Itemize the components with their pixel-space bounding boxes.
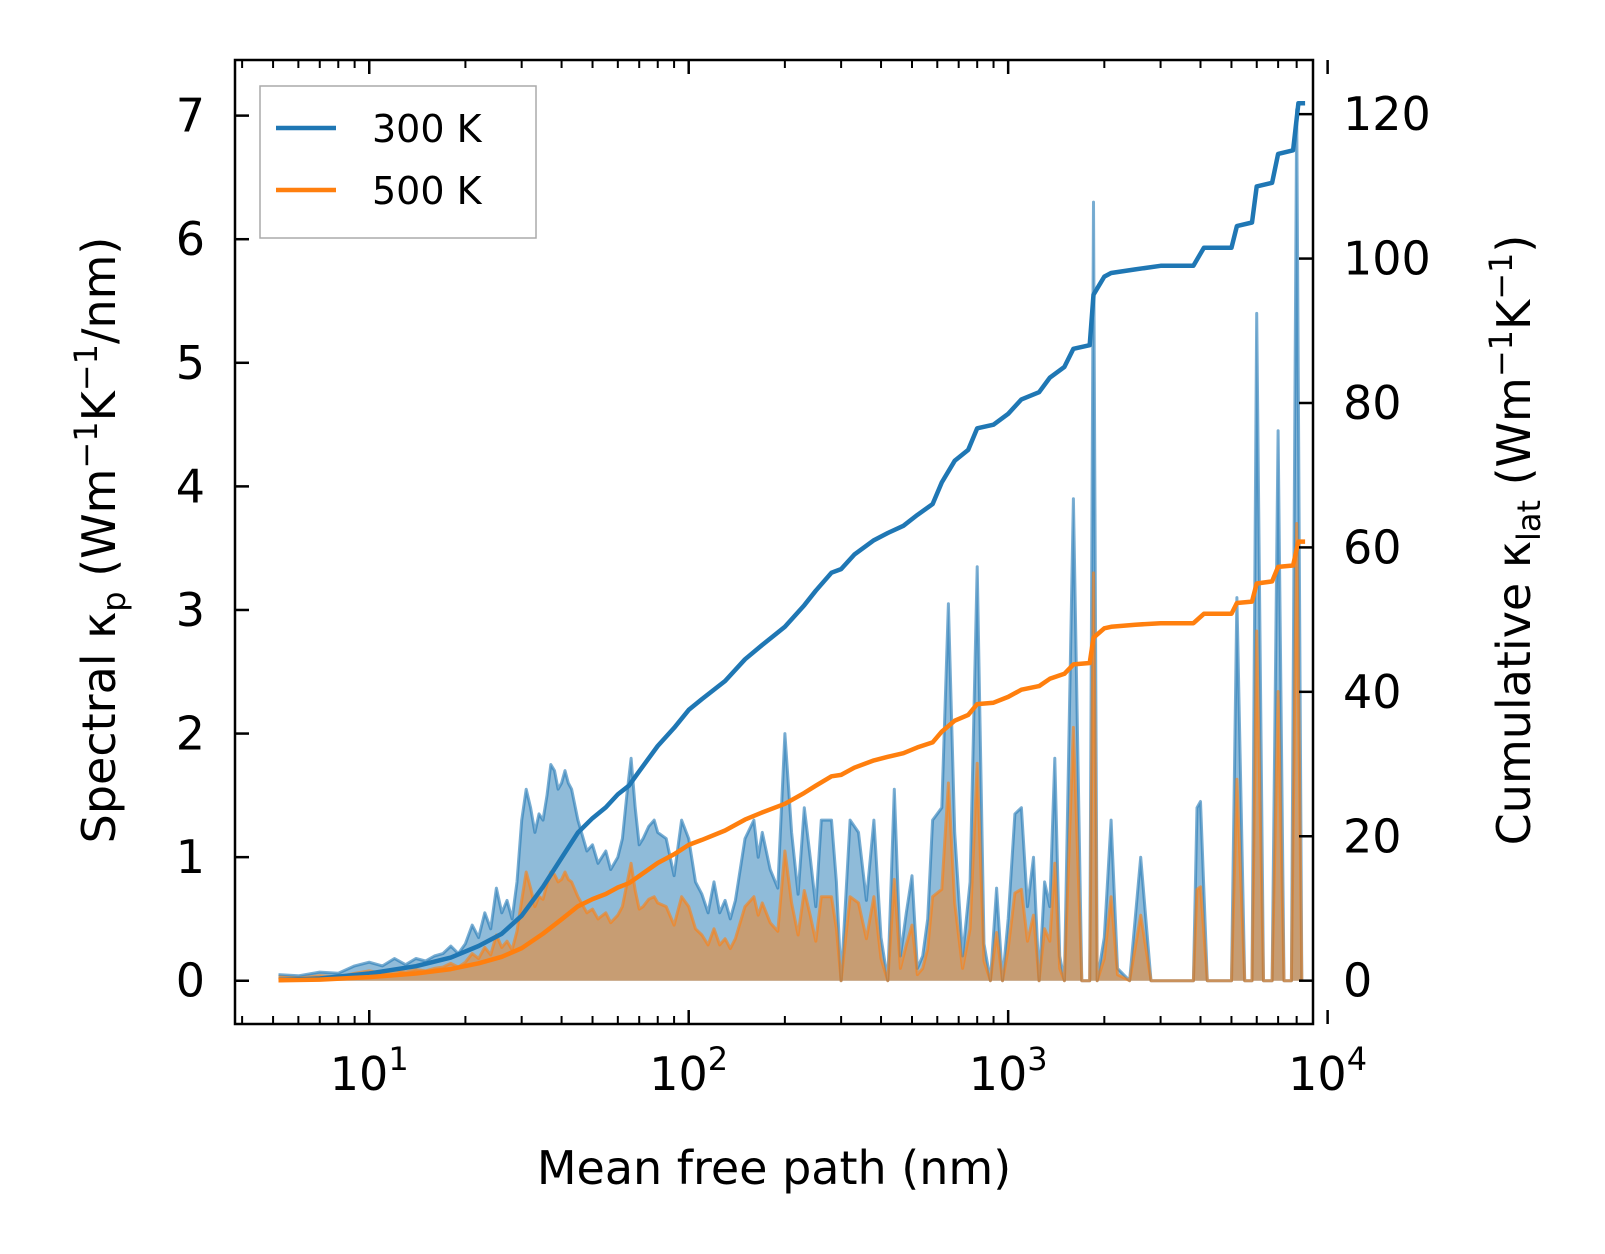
x-axis-label: Mean free path (nm) — [537, 1141, 1011, 1195]
y-axis-right-label-sup-2: −1 — [1482, 253, 1520, 300]
y-left-tick-label: 7 — [176, 89, 205, 143]
y-right-tick-label: 80 — [1343, 376, 1402, 430]
y-axis-right-label-part-1: Cumulative κ — [1487, 541, 1541, 845]
y-axis-left-label-sub: p — [95, 591, 133, 611]
x-tick-label: 104 — [1288, 1040, 1367, 1101]
y-axis-left-label-part-4: /nm) — [72, 237, 126, 344]
x-tick-label: 101 — [330, 1040, 409, 1101]
y-axis-right-label-part-4: ) — [1487, 235, 1541, 253]
y-left-tick-label: 1 — [176, 830, 205, 884]
y-axis-left-label-part-1: Spectral κ — [72, 612, 126, 844]
y-axis-left-label-part-3: K — [72, 389, 126, 421]
y-axis-right-label-part-3: K — [1487, 298, 1541, 330]
y-right-tick-label: 0 — [1343, 954, 1372, 1008]
series-line-500-k-cumulative — [278, 539, 1306, 983]
plot-frame — [233, 58, 1315, 1026]
y-right-tick-label: 20 — [1343, 809, 1402, 863]
y-axis-left-label-sup-2: −1 — [67, 344, 105, 391]
y-left-tick-label: 2 — [176, 707, 205, 761]
x-tick-label: 102 — [649, 1040, 728, 1101]
y-axis-right-label-sub: lat — [1510, 500, 1548, 541]
series-line-300-k-cumulative — [278, 101, 1306, 983]
y-right-tick-label: 40 — [1343, 665, 1402, 719]
axis-ticks — [235, 60, 1329, 1024]
y-axis-left-label-part-2: (Wm — [72, 469, 126, 592]
y-axis-right-label: Cumulative κlat (Wm−1K−1) — [1482, 235, 1548, 846]
y-right-tick-label: 120 — [1343, 87, 1431, 141]
y-axis-left-label-sup-1: −1 — [67, 421, 105, 468]
spectral-fills — [278, 109, 1302, 981]
y-left-tick-label: 5 — [176, 336, 205, 390]
series-lines — [278, 101, 1306, 983]
y-axis-right-label-part-2: (Wm — [1487, 377, 1541, 500]
y-axis-left-label: Spectral κp (Wm−1K−1/nm) — [67, 237, 133, 844]
series-fill-500-k-spectral — [278, 523, 1302, 981]
y-axis-right-label-sup-1: −1 — [1482, 330, 1520, 377]
y-left-tick-label: 6 — [176, 212, 205, 266]
y-left-tick-label: 0 — [176, 954, 205, 1008]
tick-labels: 101 102 103 104 0 1 2 3 4 5 6 7 0 20 40 60 80 100 120 — [176, 87, 1431, 1101]
y-right-tick-label: 60 — [1343, 520, 1402, 574]
x-tick-label: 103 — [969, 1040, 1048, 1101]
legend-box — [259, 85, 537, 239]
y-right-tick-label: 100 — [1343, 232, 1431, 286]
y-left-tick-label: 3 — [176, 583, 205, 637]
y-left-tick-label: 4 — [176, 459, 205, 513]
legend-label-300k: 300 K — [372, 107, 483, 151]
legend: 300 K 500 K — [259, 85, 537, 239]
legend-label-500k: 500 K — [372, 169, 483, 213]
